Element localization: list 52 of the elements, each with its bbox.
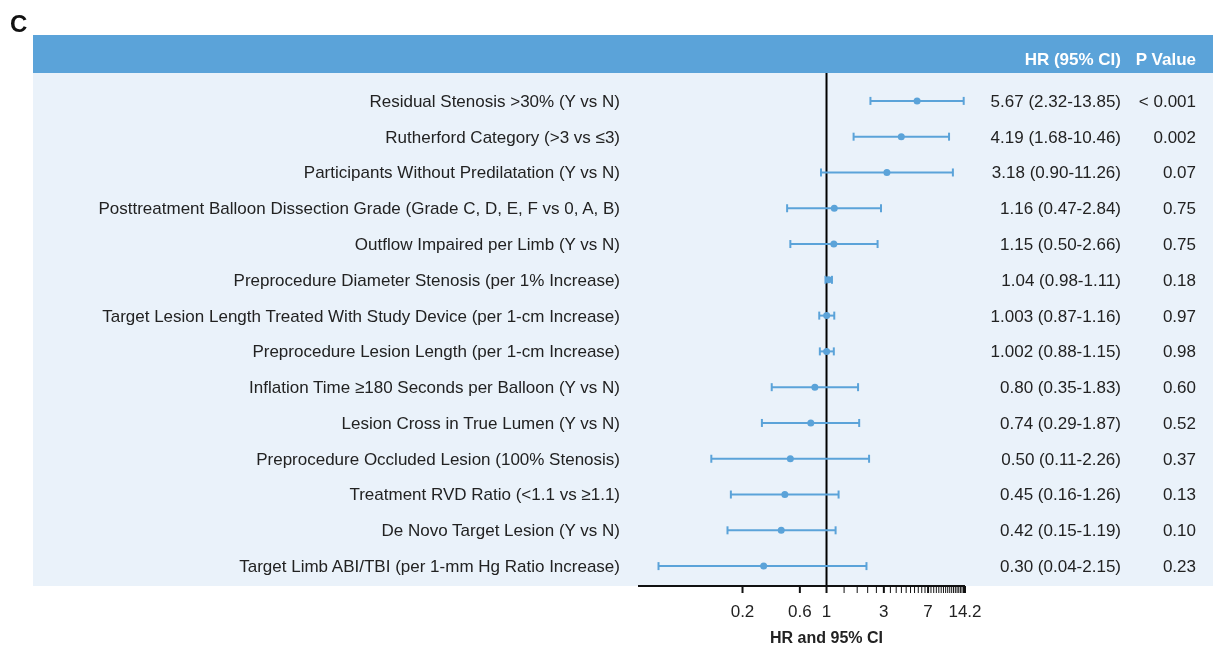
y-tick-label: Posttreatment Balloon Dissection Grade (Grade C, D, E, F vs 0, A, B) xyxy=(98,199,620,219)
y-tick-label: Target Limb ABI/TBI (per 1-mm Hg Ratio Increase) xyxy=(239,557,620,577)
data-label: 1.003 (0.87-1.16) xyxy=(990,306,1121,326)
text: 0.23 xyxy=(1162,557,1196,577)
text: 0.98 xyxy=(1162,342,1196,362)
text: 0.75 xyxy=(1162,234,1196,254)
data-label: 4.19 (1.68-10.46) xyxy=(990,127,1121,147)
x-tick-label: 0.2 xyxy=(730,601,755,621)
y-tick-label: De Novo Target Lesion (Y vs N) xyxy=(381,521,620,541)
text: 0.13 xyxy=(1162,485,1196,505)
x-tick-label: 3 xyxy=(879,601,889,621)
text: C xyxy=(10,10,28,37)
data-label: 0.74 (0.29-1.87) xyxy=(1000,413,1121,433)
data-label: 1.16 (0.47-2.84) xyxy=(1000,199,1121,219)
y-tick-label: Preprocedure Lesion Length (per 1-cm Increase) xyxy=(252,342,620,362)
text: 0.07 xyxy=(1162,163,1196,183)
data-label: 0.50 (0.11-2.26) xyxy=(1001,449,1121,469)
text: 0.37 xyxy=(1162,449,1196,469)
data-label: 0.80 (0.35-1.83) xyxy=(1000,378,1121,398)
x-tick-label: 1 xyxy=(821,601,832,621)
y-tick-label: Target Lesion Length Treated With Study Device (per 1-cm Increase) xyxy=(102,306,620,326)
data-label: 1.15 (0.50-2.66) xyxy=(1000,234,1121,254)
x-tick-label: 14.2 xyxy=(948,601,982,621)
text: 0.60 xyxy=(1162,378,1196,398)
text: 0.18 xyxy=(1162,270,1196,290)
text: 0.75 xyxy=(1162,199,1196,219)
y-tick-label: Rutherford Category (>3 vs ≤3) xyxy=(385,127,620,147)
data-label: 0.42 (0.15-1.19) xyxy=(1000,521,1121,541)
text: 0.002 xyxy=(1153,127,1196,147)
y-tick-label: Preprocedure Occluded Lesion (100% Stenosis) xyxy=(256,449,620,469)
data-label: 3.18 (0.90-11.26) xyxy=(991,163,1121,183)
text: P Value xyxy=(1135,49,1196,69)
y-tick-label: Treatment RVD Ratio (<1.1 vs ≥1.1) xyxy=(349,485,620,505)
x-tick-label: 7 xyxy=(923,601,933,621)
data-label: 1.04 (0.98-1.11) xyxy=(1001,270,1121,290)
x-axis-title: HR and 95% CI xyxy=(770,628,883,646)
text: < 0.001 xyxy=(1138,91,1196,111)
text: 0.10 xyxy=(1162,521,1196,541)
text: 0.52 xyxy=(1162,413,1196,433)
text: 0.97 xyxy=(1162,306,1196,326)
y-tick-label: Inflation Time ≥180 Seconds per Balloon (Y vs N) xyxy=(249,378,620,398)
y-tick-label: Lesion Cross in True Lumen (Y vs N) xyxy=(341,413,620,433)
x-tick-label: 0.6 xyxy=(788,601,812,621)
data-label: 0.45 (0.16-1.26) xyxy=(1000,485,1121,505)
y-tick-label: Residual Stenosis >30% (Y vs N) xyxy=(369,91,620,111)
y-tick-label: Participants Without Predilatation (Y vs N) xyxy=(303,163,620,183)
y-tick-label: Outflow Impaired per Limb (Y vs N) xyxy=(354,234,620,254)
y-tick-label: Preprocedure Diameter Stenosis (per 1% Increase) xyxy=(233,270,620,290)
data-label: 0.30 (0.04-2.15) xyxy=(1000,557,1121,577)
data-label: 5.67 (2.32-13.85) xyxy=(990,91,1121,111)
text: HR (95% CI) xyxy=(1024,49,1121,69)
data-label: 1.002 (0.88-1.15) xyxy=(990,342,1121,362)
